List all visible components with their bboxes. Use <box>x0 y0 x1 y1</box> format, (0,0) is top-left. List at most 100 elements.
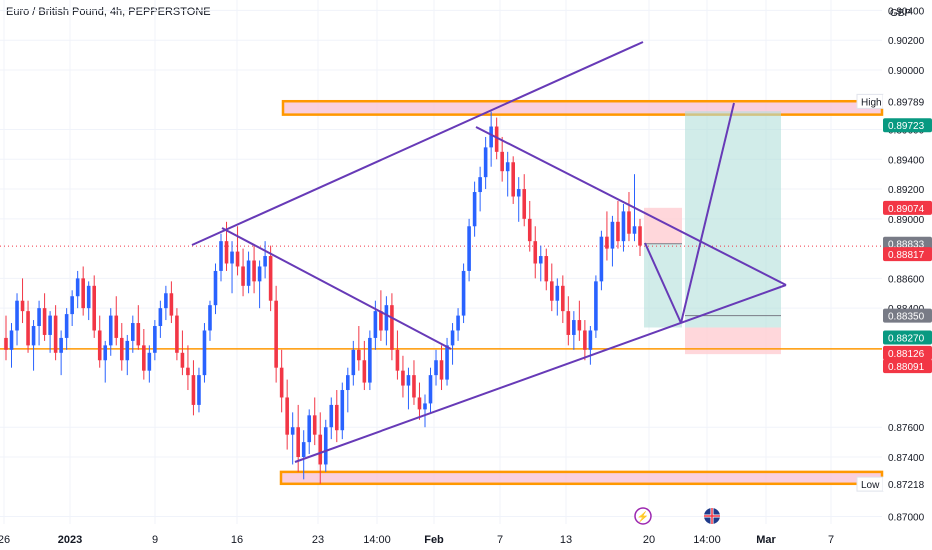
candle-body <box>533 241 538 264</box>
candle-body <box>70 296 74 315</box>
price-label: 0.88091 <box>883 359 932 374</box>
price-label-bg <box>883 200 932 215</box>
price-label: 0.89074 <box>883 200 932 215</box>
candle <box>599 230 604 291</box>
candle <box>445 337 449 386</box>
candle-body <box>252 260 256 282</box>
short-stop-box <box>644 207 682 244</box>
x-tick-label: 14:00 <box>693 534 721 546</box>
candle-body <box>75 278 80 297</box>
candle <box>478 166 482 212</box>
price-label: 0.88350 <box>883 308 932 323</box>
candle-body <box>53 315 58 353</box>
candle <box>594 275 598 338</box>
candle-body <box>197 375 201 405</box>
resistance-zone <box>281 99 884 116</box>
candle <box>81 266 85 316</box>
candle <box>538 245 543 282</box>
candle-body <box>577 320 582 331</box>
y-tick-label: 0.90000 <box>888 66 925 77</box>
candle <box>119 323 124 371</box>
uk-flag-icon <box>704 508 720 524</box>
candle-body <box>516 189 521 197</box>
candle <box>279 349 284 413</box>
candle <box>505 151 510 197</box>
candle <box>544 248 549 291</box>
candle-body <box>103 345 108 361</box>
candle-body <box>136 323 141 346</box>
x-tick-label: 26 <box>0 534 10 546</box>
candle <box>417 382 422 420</box>
candle <box>323 419 328 472</box>
candle <box>197 367 201 413</box>
candle-body <box>9 330 14 350</box>
candle-body <box>467 226 471 271</box>
candle-body <box>285 397 289 435</box>
candle-body <box>202 330 207 376</box>
candle <box>59 330 63 376</box>
candle <box>516 177 521 222</box>
candle <box>268 245 273 312</box>
candle-body <box>279 367 284 398</box>
candle <box>219 233 223 282</box>
x-tick-label: 14:00 <box>363 534 391 546</box>
candle <box>588 326 593 365</box>
candle-body <box>224 241 229 264</box>
candle-body <box>428 375 433 404</box>
candle-body <box>395 349 400 371</box>
candle-body <box>379 311 383 331</box>
candle <box>108 308 113 356</box>
candle-body <box>638 226 642 246</box>
candle-body <box>48 315 52 335</box>
candle-body <box>108 315 113 346</box>
candle <box>53 305 58 361</box>
price-label: 0.88817 <box>883 247 932 262</box>
candle-body <box>329 404 334 428</box>
candle-body <box>401 370 405 386</box>
price-label-bg <box>883 308 932 323</box>
candle-body <box>472 192 477 227</box>
candle-body <box>406 375 411 386</box>
price-label-bg <box>883 94 932 109</box>
y-tick-label: 0.89400 <box>888 155 925 166</box>
candle-body <box>362 360 367 383</box>
candle <box>439 345 444 391</box>
candle <box>401 355 405 398</box>
candle <box>75 270 80 309</box>
flash-icon-circle <box>634 507 652 525</box>
candle <box>103 340 108 383</box>
candle-body <box>263 256 267 267</box>
candle-body <box>268 256 273 301</box>
candle-body <box>456 315 460 331</box>
price-label-text: 0.88091 <box>888 362 925 373</box>
price-label: 0.89723 <box>883 118 932 133</box>
candle-body <box>153 326 157 353</box>
candle <box>48 311 52 353</box>
candle <box>274 285 278 383</box>
candle-body <box>290 427 295 435</box>
x-tick-label: 7 <box>828 534 834 546</box>
candle-body <box>527 218 532 242</box>
candle-body <box>439 360 444 380</box>
candle-body <box>97 330 102 361</box>
candle <box>158 300 163 338</box>
candle <box>92 275 97 338</box>
candle-body <box>583 330 587 350</box>
candle <box>489 111 493 167</box>
candle <box>213 263 218 315</box>
candle <box>64 308 69 350</box>
price-label-bg <box>883 247 932 262</box>
x-tick-label: 13 <box>560 534 572 546</box>
candle <box>428 367 433 413</box>
price-label-text: 0.88817 <box>888 250 925 261</box>
x-tick-label: 20 <box>643 534 655 546</box>
price-tag-text: Low <box>861 480 880 491</box>
projection-down <box>644 242 682 324</box>
candle <box>483 136 488 190</box>
candle <box>263 241 267 279</box>
candle <box>125 334 130 376</box>
candle-body <box>627 211 631 234</box>
candle-body <box>241 266 245 286</box>
candle-body <box>235 251 240 267</box>
